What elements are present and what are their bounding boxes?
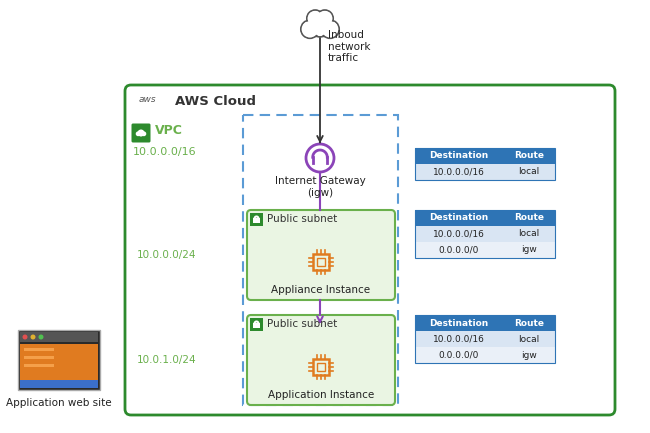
Circle shape xyxy=(142,131,146,136)
Bar xyxy=(317,363,325,371)
Circle shape xyxy=(309,13,331,36)
Text: Internet Gateway
(igw): Internet Gateway (igw) xyxy=(274,176,365,197)
Text: Public subnet: Public subnet xyxy=(267,319,337,329)
Circle shape xyxy=(322,21,338,37)
Bar xyxy=(20,380,98,388)
Text: Destination: Destination xyxy=(430,152,489,161)
Bar xyxy=(415,148,555,180)
Circle shape xyxy=(321,20,339,38)
Text: 10.0.0.0/24: 10.0.0.0/24 xyxy=(137,250,196,260)
Circle shape xyxy=(301,20,319,38)
Text: 0.0.0.0/0: 0.0.0.0/0 xyxy=(439,350,479,359)
Bar xyxy=(18,330,100,390)
Circle shape xyxy=(31,335,36,339)
Circle shape xyxy=(136,131,140,136)
Bar xyxy=(415,210,555,258)
Bar xyxy=(24,356,54,359)
Text: aws: aws xyxy=(139,95,157,104)
Text: 0.0.0.0/0: 0.0.0.0/0 xyxy=(439,246,479,255)
Bar xyxy=(313,254,329,270)
Text: Application web site: Application web site xyxy=(6,398,112,408)
Text: Route: Route xyxy=(514,152,544,161)
Bar xyxy=(415,315,555,363)
Bar xyxy=(415,315,555,331)
Bar xyxy=(415,242,555,258)
Circle shape xyxy=(307,10,324,27)
Circle shape xyxy=(317,11,332,26)
Text: 10.0.0.0/16: 10.0.0.0/16 xyxy=(433,168,485,177)
FancyBboxPatch shape xyxy=(131,123,151,142)
Circle shape xyxy=(23,335,27,339)
Text: Route: Route xyxy=(514,319,544,327)
Circle shape xyxy=(317,10,333,27)
Text: 10.0.0.0/16: 10.0.0.0/16 xyxy=(133,147,196,157)
Bar xyxy=(24,348,54,351)
Bar xyxy=(313,359,329,375)
Circle shape xyxy=(302,21,318,37)
Text: local: local xyxy=(519,229,540,239)
Bar xyxy=(415,148,555,164)
Text: local: local xyxy=(519,168,540,177)
Text: Destination: Destination xyxy=(430,319,489,327)
Text: Destination: Destination xyxy=(430,213,489,223)
Bar xyxy=(415,331,555,347)
Text: igw: igw xyxy=(521,246,537,255)
FancyBboxPatch shape xyxy=(247,315,395,405)
Bar xyxy=(254,323,260,328)
Circle shape xyxy=(308,11,322,26)
Text: Application Instance: Application Instance xyxy=(268,390,374,400)
Text: 10.0.0.0/16: 10.0.0.0/16 xyxy=(433,229,485,239)
Bar xyxy=(243,115,398,405)
Bar xyxy=(20,332,98,342)
Bar xyxy=(415,210,555,226)
Text: Appliance Instance: Appliance Instance xyxy=(272,285,370,295)
Bar xyxy=(250,318,263,331)
FancyBboxPatch shape xyxy=(247,210,395,300)
Text: local: local xyxy=(519,335,540,343)
Circle shape xyxy=(138,129,144,136)
Bar xyxy=(20,344,98,380)
Text: igw: igw xyxy=(521,350,537,359)
Bar xyxy=(317,258,325,266)
Text: Public subnet: Public subnet xyxy=(267,214,337,224)
FancyBboxPatch shape xyxy=(125,85,615,415)
Bar xyxy=(415,226,555,242)
Text: VPC: VPC xyxy=(155,123,183,136)
Bar xyxy=(415,347,555,363)
Bar xyxy=(254,219,260,223)
Text: Inboud
network
traffic: Inboud network traffic xyxy=(328,30,370,63)
Bar xyxy=(250,213,263,226)
Bar xyxy=(415,164,555,180)
Bar xyxy=(24,364,54,367)
Circle shape xyxy=(38,335,44,339)
Text: 10.0.1.0/24: 10.0.1.0/24 xyxy=(137,355,196,365)
Text: Route: Route xyxy=(514,213,544,223)
Text: AWS Cloud: AWS Cloud xyxy=(175,95,256,108)
Circle shape xyxy=(307,12,333,37)
Text: 10.0.0.0/16: 10.0.0.0/16 xyxy=(433,335,485,343)
